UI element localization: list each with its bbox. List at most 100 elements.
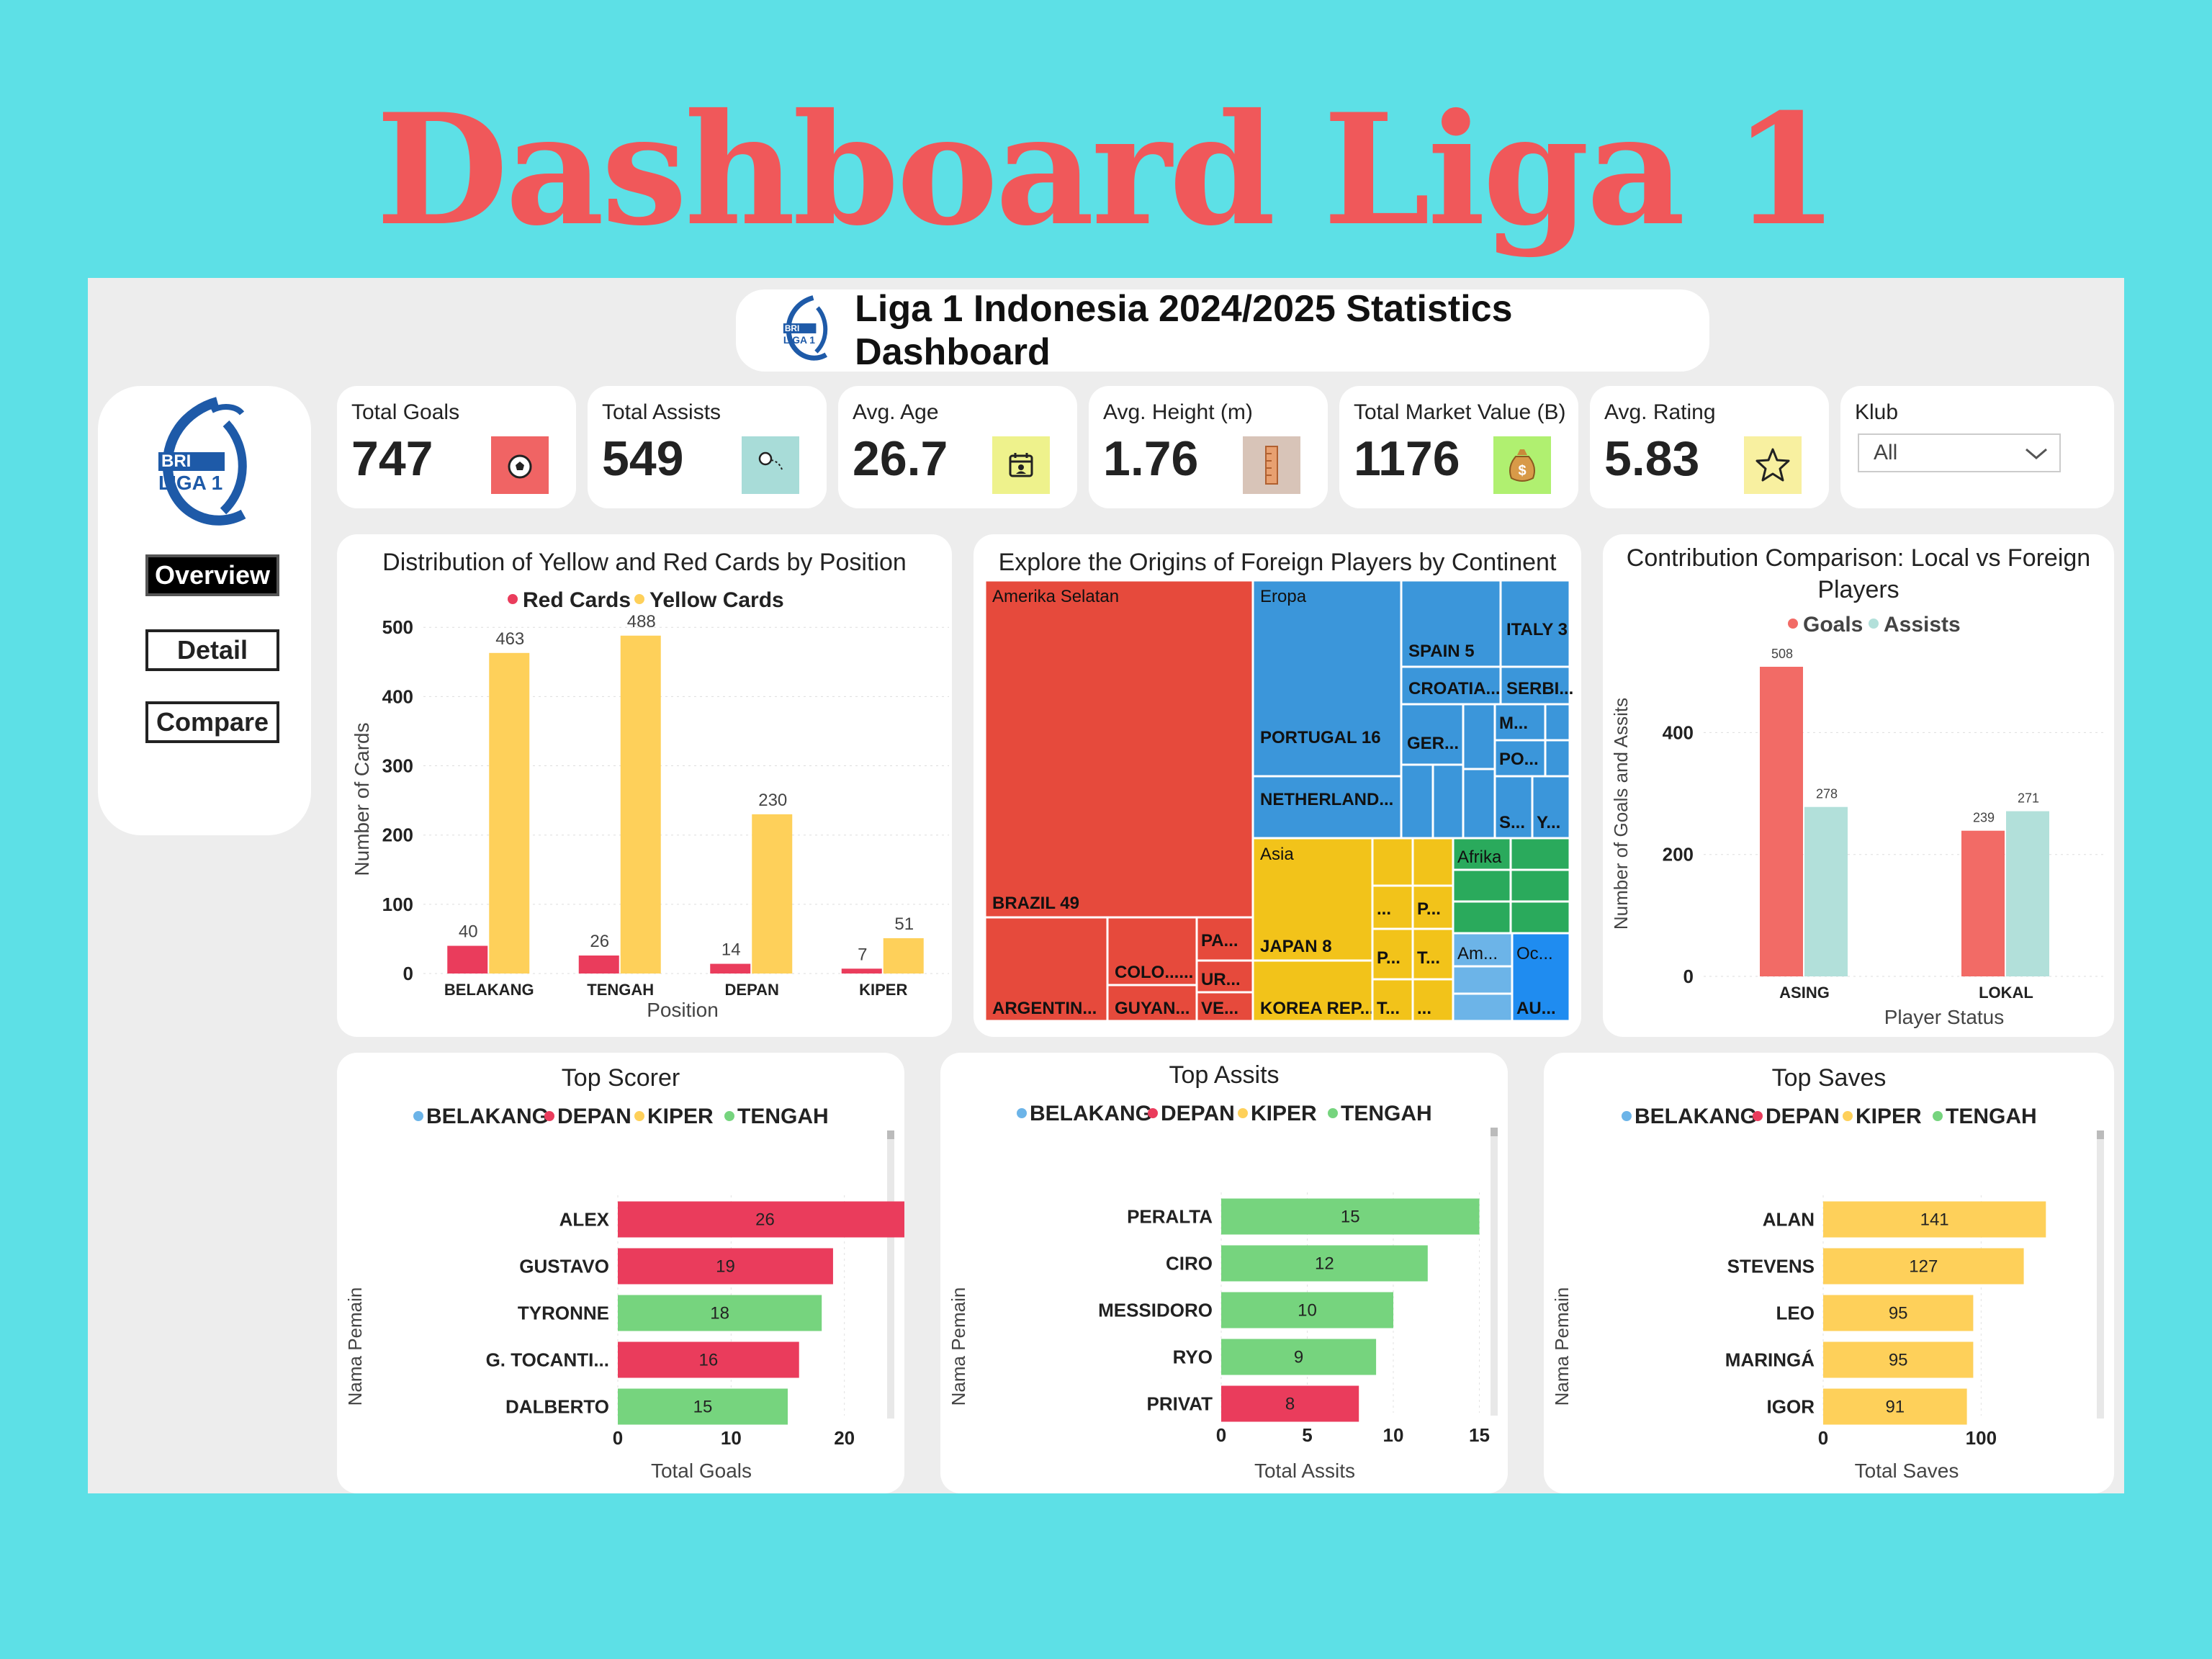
bar[interactable] <box>618 1388 788 1425</box>
bar-yellow-cards[interactable] <box>883 938 924 974</box>
legend-label: KIPER <box>1856 1105 1922 1128</box>
treemap-tile-europe-small[interactable] <box>1462 768 1496 840</box>
bar[interactable] <box>1221 1292 1393 1328</box>
bar[interactable] <box>618 1295 822 1331</box>
bar[interactable] <box>1221 1339 1377 1375</box>
treemap-tile-serbia[interactable] <box>1499 665 1571 706</box>
nav-detail-button[interactable]: Detail <box>145 629 279 671</box>
bar[interactable] <box>1823 1388 1967 1425</box>
legend-label: DEPAN <box>1161 1102 1235 1125</box>
treemap-tile-amerika-other-small[interactable] <box>1452 965 1514 995</box>
treemap-tile-asia-small[interactable] <box>1411 978 1455 1022</box>
scrollbar[interactable] <box>887 1130 894 1419</box>
kpi-card-total-assists: Total Assists 549 <box>588 386 827 508</box>
treemap-tile-europe-small[interactable] <box>1544 703 1571 742</box>
bar-assists[interactable] <box>1804 806 1848 976</box>
data-label: 15 <box>1341 1208 1360 1227</box>
treemap-tile-portugal[interactable] <box>1251 579 1403 778</box>
treemap-tile-asia-small[interactable] <box>1371 884 1414 930</box>
bar-red-cards[interactable] <box>447 945 488 974</box>
treemap-tile-germany[interactable] <box>1400 703 1465 766</box>
bar-red-cards[interactable] <box>710 963 751 974</box>
kpi-label: Total Market Value (B) <box>1354 400 1566 424</box>
bar[interactable] <box>1823 1341 1974 1378</box>
bar[interactable] <box>1823 1295 1974 1331</box>
bar[interactable] <box>618 1248 833 1285</box>
filter-card-klub: Klub All <box>1840 386 2114 508</box>
bar-yellow-cards[interactable] <box>752 814 793 974</box>
bar[interactable] <box>1823 1201 2046 1238</box>
treemap-tile-p[interactable] <box>1411 884 1455 930</box>
treemap-tile-label: S... <box>1499 813 1525 832</box>
bar-assists[interactable] <box>2006 811 2049 976</box>
treemap-tile-europe-small[interactable] <box>1462 703 1496 770</box>
treemap-tile-europe-small[interactable] <box>1544 739 1571 778</box>
treemap-tile-asia-small[interactable] <box>1411 837 1455 887</box>
treemap-tile-label: VE... <box>1201 999 1238 1018</box>
kpi-value: 1176 <box>1354 431 1460 486</box>
treemap-tile-korea[interactable] <box>1251 959 1374 1022</box>
treemap-tile-afrika-small[interactable] <box>1509 868 1571 903</box>
chart-title-line2: Players <box>1817 576 1899 603</box>
treemap-tile-oceania[interactable] <box>1511 932 1571 1022</box>
top-saves-panel: Top Saves BELAKANG DEPAN KIPER TENGAH Nama … <box>1544 1053 2114 1493</box>
treemap-tile-asia-small[interactable] <box>1371 837 1414 887</box>
treemap-tile-label: P... <box>1417 899 1441 919</box>
scrollbar-thumb[interactable] <box>2097 1130 2104 1139</box>
data-label: 12 <box>1315 1254 1334 1274</box>
treemap-tile-croatia[interactable] <box>1400 665 1502 706</box>
treemap-tile-italy[interactable] <box>1499 579 1571 668</box>
data-label: 8 <box>1285 1395 1295 1414</box>
treemap-tile-afrika-small[interactable] <box>1452 868 1512 903</box>
kpi-label: Avg. Rating <box>1604 400 1716 424</box>
y-tick-label: LEO <box>1776 1303 1815 1324</box>
nav-compare-button[interactable]: Compare <box>145 701 279 743</box>
bar-red-cards[interactable] <box>841 968 882 974</box>
nav-overview-button[interactable]: Overview <box>145 554 279 596</box>
bar-goals[interactable] <box>1961 830 2005 976</box>
treemap-tile-ve[interactable] <box>1195 991 1254 1022</box>
bar[interactable] <box>618 1201 913 1238</box>
treemap-tile-brazil[interactable] <box>984 579 1254 919</box>
treemap-tile-afrika-small[interactable] <box>1452 900 1512 935</box>
treemap-tile-afrika-small[interactable] <box>1509 837 1571 871</box>
y-axis-label: Nama Pemain <box>344 1287 366 1406</box>
bar[interactable] <box>1221 1245 1428 1282</box>
bar[interactable] <box>1221 1198 1480 1235</box>
treemap-tile-afrika-small[interactable] <box>1509 900 1571 935</box>
bar-yellow-cards[interactable] <box>620 635 661 974</box>
legend-label: BELAKANG <box>1030 1102 1152 1125</box>
y-axis-label: Number of Goals and Assits <box>1610 698 1632 930</box>
scrollbar-thumb[interactable] <box>887 1130 894 1139</box>
treemap-tile-m[interactable] <box>1493 703 1547 742</box>
treemap-tile-europe-small[interactable] <box>1431 763 1465 840</box>
treemap-tile-s[interactable] <box>1493 775 1534 840</box>
legend-marker <box>634 1111 644 1121</box>
treemap-tile-argentina[interactable] <box>984 916 1109 1022</box>
bar[interactable] <box>1823 1248 2024 1285</box>
scrollbar[interactable] <box>1491 1128 1498 1416</box>
bar-goals[interactable] <box>1760 667 1803 976</box>
treemap-tile-label: SERBI... <box>1506 679 1573 698</box>
treemap-tile-europe-small[interactable] <box>1400 763 1434 840</box>
treemap-tile-amerika-other-small[interactable] <box>1452 992 1514 1022</box>
y-tick-label: PERALTA <box>1127 1206 1213 1228</box>
legend-label: BELAKANG <box>426 1105 549 1128</box>
y-tick-label: MESSIDORO <box>1098 1300 1213 1321</box>
legend-label: BELAKANG <box>1635 1105 1757 1128</box>
treemap-tile-guyana[interactable] <box>1106 984 1198 1022</box>
legend-marker <box>1869 619 1879 629</box>
bar[interactable] <box>1221 1385 1359 1422</box>
klub-dropdown[interactable]: All <box>1858 433 2061 472</box>
treemap-tile-japan[interactable] <box>1251 837 1374 962</box>
treemap-tile-t[interactable] <box>1371 978 1414 1022</box>
treemap-tile-netherlands[interactable] <box>1251 775 1403 840</box>
bar[interactable] <box>618 1341 799 1378</box>
bar-yellow-cards[interactable] <box>489 652 530 974</box>
treemap-tile-ur[interactable] <box>1195 959 1254 994</box>
scrollbar[interactable] <box>2097 1130 2104 1419</box>
scrollbar-thumb[interactable] <box>1491 1128 1498 1136</box>
top-assists-panel: Top Assits BELAKANG DEPAN KIPER TENGAH Nama… <box>940 1053 1575 1493</box>
treemap-tile-spain[interactable] <box>1400 579 1502 668</box>
bar-red-cards[interactable] <box>578 956 619 974</box>
